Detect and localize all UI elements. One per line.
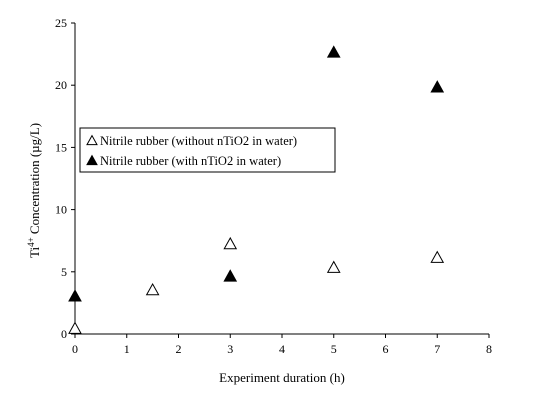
legend-marker-filled-triangle (86, 154, 98, 166)
y-tick-label: 25 (55, 16, 67, 30)
x-tick-label: 8 (486, 342, 492, 356)
data-point-with-ntio2 (326, 45, 341, 58)
legend-marker-open-triangle (86, 134, 98, 146)
legend: Nitrile rubber (without nTiO2 in water) … (79, 127, 336, 173)
x-tick-label: 1 (124, 342, 130, 356)
x-tick-label: 6 (383, 342, 389, 356)
x-ticks: 0 1 2 3 4 5 6 7 8 (72, 334, 492, 356)
x-axis-title: Experiment duration (h) (219, 370, 345, 385)
data-point-without-ntio2 (223, 236, 238, 250)
y-axis-title-prefix: Ti (27, 247, 42, 258)
y-tick-label: 10 (55, 203, 67, 217)
axes (74, 23, 489, 335)
x-tick-label: 4 (279, 342, 285, 356)
data-point-with-ntio2 (223, 269, 238, 282)
x-tick-label: 3 (227, 342, 233, 356)
data-point-without-ntio2 (326, 260, 341, 273)
x-tick-label: 5 (331, 342, 337, 356)
y-tick-label: 5 (61, 265, 67, 279)
y-axis-title-rest: Concentration (µg/L) (27, 123, 42, 237)
y-tick-label: 15 (55, 140, 67, 154)
legend-box (79, 127, 336, 173)
legend-label-with-ntio2: Nitrile rubber (with nTiO2 in water) (100, 154, 281, 168)
data-point-without-ntio2 (430, 250, 445, 263)
y-ticks: 0 5 10 15 20 25 (55, 16, 75, 341)
x-tick-label: 2 (176, 342, 182, 356)
x-tick-label: 7 (434, 342, 440, 356)
legend-label-without-ntio2: Nitrile rubber (without nTiO2 in water) (100, 134, 297, 148)
y-tick-label: 20 (55, 78, 67, 92)
y-axis-title-superscript: 4+ (26, 237, 36, 247)
data-point-without-ntio2 (68, 321, 82, 334)
data-point-with-ntio2 (68, 289, 82, 302)
y-axis-title: Ti4+ Concentration (µg/L) (26, 123, 42, 258)
data-points (68, 45, 445, 334)
y-tick-label: 0 (61, 327, 67, 341)
data-point-without-ntio2 (145, 282, 160, 296)
x-tick-label: 0 (72, 342, 78, 356)
data-point-with-ntio2 (430, 80, 445, 93)
